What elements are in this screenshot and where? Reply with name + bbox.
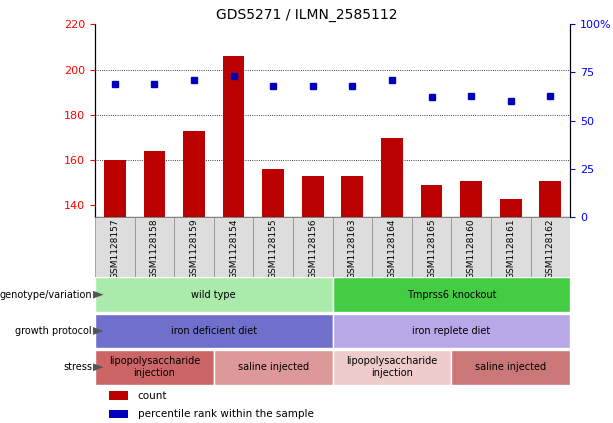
Text: count: count xyxy=(138,390,167,401)
Bar xyxy=(109,410,128,418)
Bar xyxy=(500,199,522,217)
Text: saline injected: saline injected xyxy=(475,362,546,372)
Text: GSM1128165: GSM1128165 xyxy=(427,219,436,279)
Text: lipopolysaccharide
injection: lipopolysaccharide injection xyxy=(346,357,438,378)
Bar xyxy=(332,217,372,277)
Bar xyxy=(214,217,253,277)
Bar xyxy=(293,217,332,277)
Text: iron deficient diet: iron deficient diet xyxy=(171,326,257,336)
Text: wild type: wild type xyxy=(191,290,236,299)
Bar xyxy=(174,217,214,277)
Bar xyxy=(332,313,570,349)
Bar xyxy=(253,217,293,277)
Bar xyxy=(491,217,530,277)
Bar xyxy=(95,277,332,312)
Text: GSM1128154: GSM1128154 xyxy=(229,219,238,279)
Bar xyxy=(460,181,482,217)
Text: GSM1128158: GSM1128158 xyxy=(150,219,159,279)
Text: GSM1128161: GSM1128161 xyxy=(506,219,515,279)
Text: GSM1128160: GSM1128160 xyxy=(466,219,476,279)
Bar xyxy=(332,350,451,385)
Text: GDS5271 / ILMN_2585112: GDS5271 / ILMN_2585112 xyxy=(216,8,397,22)
Text: GSM1128164: GSM1128164 xyxy=(387,219,397,279)
Text: GSM1128159: GSM1128159 xyxy=(189,219,199,279)
Bar xyxy=(539,181,561,217)
Text: stress: stress xyxy=(63,362,92,372)
Bar xyxy=(262,169,284,217)
Bar xyxy=(95,217,135,277)
Text: lipopolysaccharide
injection: lipopolysaccharide injection xyxy=(109,357,200,378)
Polygon shape xyxy=(93,363,104,371)
Bar xyxy=(421,185,443,217)
Text: saline injected: saline injected xyxy=(238,362,309,372)
Bar xyxy=(109,391,128,400)
Text: GSM1128162: GSM1128162 xyxy=(546,219,555,279)
Text: GSM1128156: GSM1128156 xyxy=(308,219,318,279)
Text: GSM1128157: GSM1128157 xyxy=(110,219,120,279)
Bar xyxy=(332,277,570,312)
Text: growth protocol: growth protocol xyxy=(15,326,92,336)
Bar xyxy=(412,217,451,277)
Bar xyxy=(104,160,126,217)
Bar xyxy=(381,137,403,217)
Text: GSM1128155: GSM1128155 xyxy=(268,219,278,279)
Text: genotype/variation: genotype/variation xyxy=(0,290,92,299)
Bar xyxy=(302,176,324,217)
Text: GSM1128163: GSM1128163 xyxy=(348,219,357,279)
Bar xyxy=(135,217,174,277)
Text: Tmprss6 knockout: Tmprss6 knockout xyxy=(406,290,496,299)
Bar xyxy=(372,217,412,277)
Polygon shape xyxy=(93,327,104,335)
Bar xyxy=(95,313,332,349)
Bar xyxy=(223,56,245,217)
Bar xyxy=(451,217,491,277)
Bar xyxy=(183,131,205,217)
Text: iron replete diet: iron replete diet xyxy=(412,326,490,336)
Bar xyxy=(143,151,166,217)
Bar xyxy=(95,350,214,385)
Bar xyxy=(451,350,570,385)
Text: percentile rank within the sample: percentile rank within the sample xyxy=(138,409,314,419)
Bar xyxy=(341,176,364,217)
Bar xyxy=(214,350,332,385)
Polygon shape xyxy=(93,291,104,299)
Bar xyxy=(530,217,570,277)
